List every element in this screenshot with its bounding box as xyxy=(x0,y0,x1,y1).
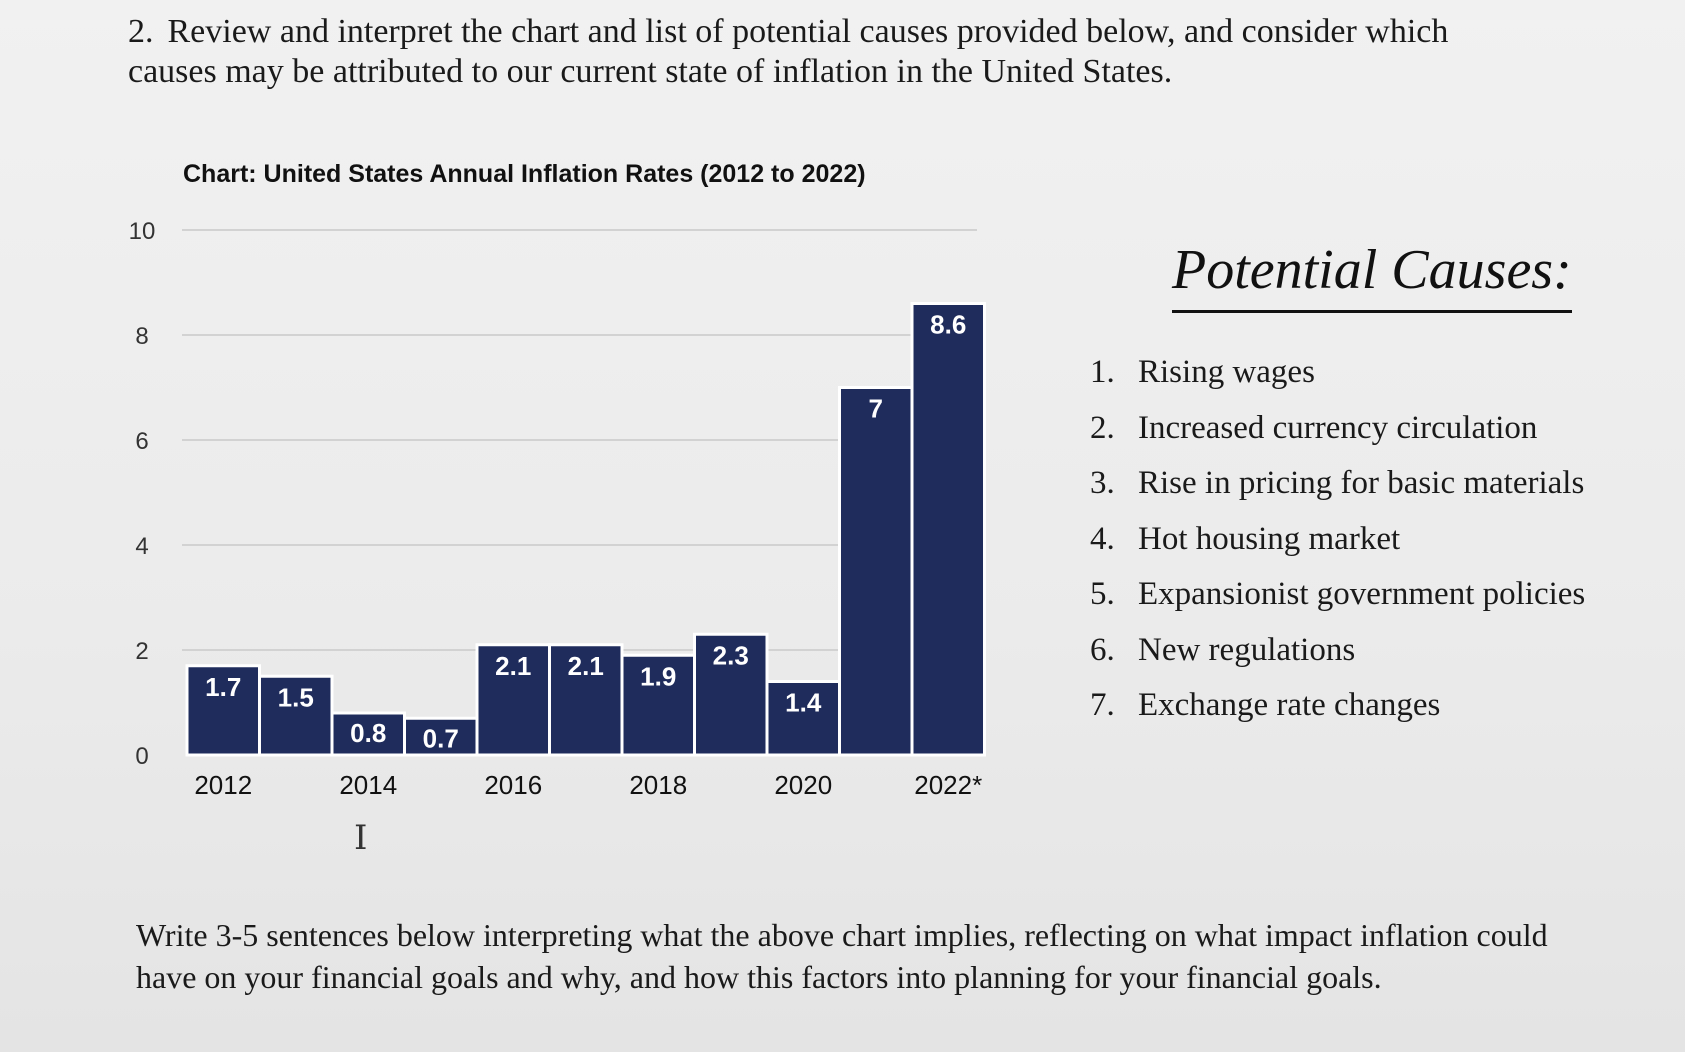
bar-data-label: 1.9 xyxy=(640,661,676,691)
cause-item: 1. Rising wages xyxy=(1090,354,1315,390)
inflation-bar-chart: 02468101.720121.520130.820140.720152.120… xyxy=(129,218,986,800)
bar xyxy=(838,386,914,757)
cause-item: 2. Increased currency circulation xyxy=(1090,409,1538,446)
bar xyxy=(910,302,986,757)
cause-item: 5. Expansionist government policies xyxy=(1090,576,1586,612)
y-tick-label: 4 xyxy=(135,533,148,560)
cause-item: 7. Exchange rate changes xyxy=(1090,687,1441,723)
cause-item: 6. New regulations xyxy=(1090,631,1356,668)
x-tick-label: 2016 xyxy=(484,770,542,800)
bar xyxy=(475,643,551,757)
bar xyxy=(620,653,696,757)
bar-data-label: 2.3 xyxy=(713,640,749,670)
x-tick-label: 2022* xyxy=(914,770,982,800)
y-tick-label: 0 xyxy=(135,743,148,770)
bar-data-label: 1.4 xyxy=(785,688,822,718)
causes-title: Potential Causes: xyxy=(1172,238,1572,313)
y-tick-label: 2 xyxy=(135,638,148,665)
text-cursor-icon: I xyxy=(354,818,368,858)
bar-data-label: 0.7 xyxy=(423,723,459,753)
x-tick-label: 2014 xyxy=(339,770,397,800)
bar-data-label: 1.5 xyxy=(278,682,314,712)
bar-data-label: 7 xyxy=(869,394,883,424)
bar-data-label: 2.1 xyxy=(495,651,531,681)
writing-prompt: Write 3-5 sentences below interpreting w… xyxy=(136,917,1548,995)
bar-data-label: 8.6 xyxy=(930,310,966,340)
bar-data-label: 0.8 xyxy=(350,718,386,748)
cause-item: 3. Rise in pricing for basic materials xyxy=(1090,465,1585,501)
x-tick-label: 2012 xyxy=(194,770,252,800)
question-number: 2. xyxy=(128,13,154,50)
bar xyxy=(330,711,406,757)
x-tick-label: 2018 xyxy=(629,770,687,800)
bar-data-label: 2.1 xyxy=(568,651,604,681)
y-tick-label: 10 xyxy=(129,218,156,245)
chart-title: Chart: United States Annual Inflation Ra… xyxy=(183,160,866,188)
y-tick-label: 8 xyxy=(135,323,148,350)
x-tick-label: 2020 xyxy=(774,770,832,800)
question-text: 2. Review and interpret the chart and lis… xyxy=(128,12,1528,92)
cause-item: 4. Hot housing market xyxy=(1090,520,1401,557)
causes-list: 1. Rising wages 2. Increased currency circ… xyxy=(1090,348,1585,737)
y-tick-label: 6 xyxy=(135,428,148,455)
question-body: Review and interpret the chart and list … xyxy=(128,13,1449,90)
bar-data-label: 1.7 xyxy=(205,672,241,702)
